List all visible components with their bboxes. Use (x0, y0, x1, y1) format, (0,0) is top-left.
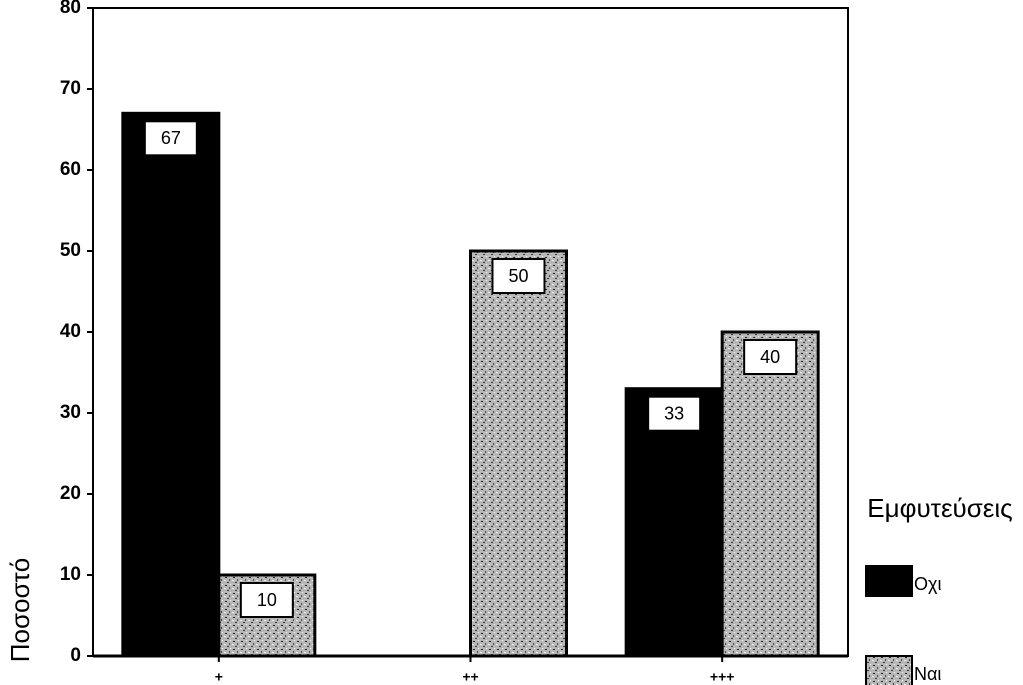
y-tick-label: 10 (60, 564, 81, 585)
y-tick-label: 80 (60, 0, 81, 18)
value-label-box (239, 582, 294, 618)
y-tick-label: 70 (60, 78, 81, 99)
y-tick-label: 20 (60, 483, 81, 504)
value-label: 33 (664, 403, 684, 423)
y-tick-label: 0 (70, 645, 81, 666)
value-label-box (743, 339, 798, 375)
value-label-box (647, 395, 702, 432)
bar (469, 249, 568, 658)
x-tick-label: +++ (710, 669, 735, 685)
y-tick-label: 60 (60, 159, 81, 180)
bar (121, 111, 221, 658)
value-label: 67 (161, 128, 181, 148)
legend-label: Οχι (914, 574, 941, 594)
legend-title: Εμφυτεύσεις (867, 493, 1012, 523)
value-label-box (143, 120, 198, 157)
value-label-box (491, 258, 546, 294)
legend-swatch (865, 655, 913, 685)
y-axis-label: Ποσοστό (5, 558, 35, 663)
y-tick-label: 30 (60, 402, 81, 423)
x-tick-label: ++ (462, 669, 478, 685)
y-tick-label: 40 (60, 321, 81, 342)
value-label: 40 (760, 347, 780, 367)
y-tick-label: 50 (60, 240, 81, 261)
value-label: 50 (508, 266, 528, 286)
bar (624, 387, 724, 658)
value-label: 10 (257, 590, 277, 610)
legend-swatch (865, 565, 913, 597)
legend-label: Ναι (914, 664, 941, 684)
x-tick-label: + (215, 669, 223, 685)
bar (720, 330, 820, 658)
